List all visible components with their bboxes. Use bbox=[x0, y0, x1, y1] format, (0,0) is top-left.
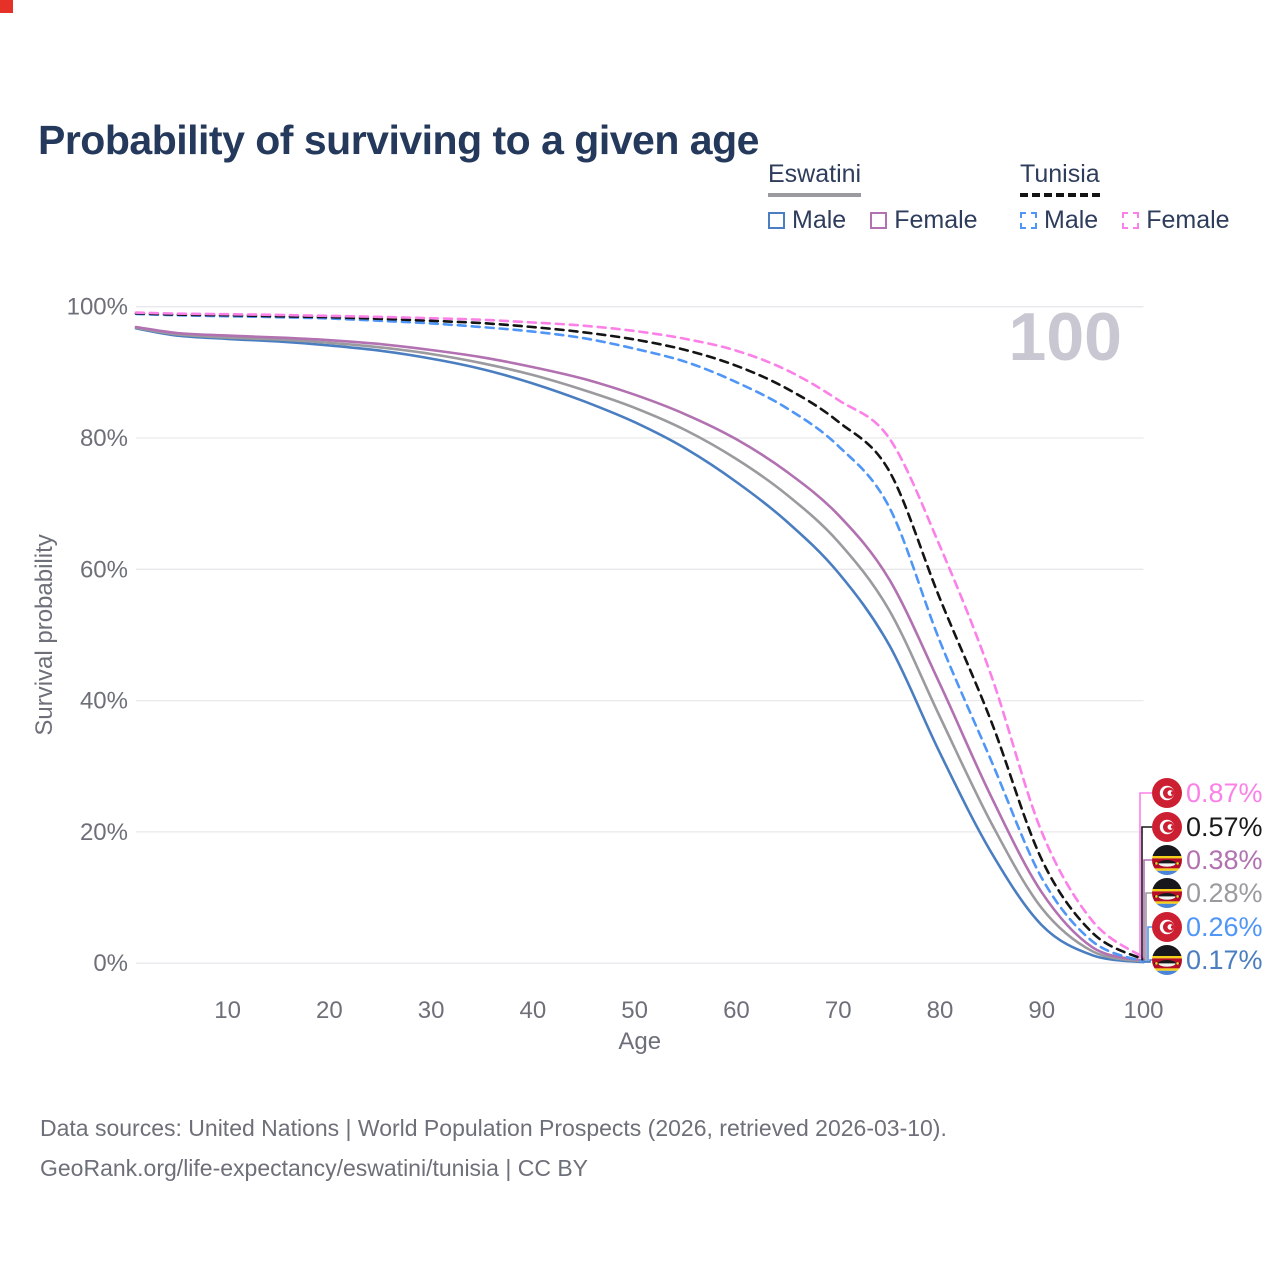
axis-layer: 0% 20% 40% 60% 80% 100% 10 20 30 40 50 60 70 80 90 100 A… bbox=[31, 294, 1164, 1055]
legend-item-tunisia-male[interactable]: Male bbox=[1020, 206, 1098, 235]
end-value-label: 0.57% bbox=[1186, 812, 1263, 842]
footer: Data sources: United Nations | World Pop… bbox=[40, 1108, 1240, 1188]
legend-country-eswatini[interactable]: Eswatini bbox=[768, 160, 862, 197]
x-tick-label: 50 bbox=[621, 997, 648, 1024]
eswatini-flag-icon bbox=[1152, 878, 1182, 908]
data-source-note: Data sources: United Nations | World Pop… bbox=[40, 1115, 947, 1141]
x-tick-label: 60 bbox=[723, 997, 750, 1024]
y-tick-label: 60% bbox=[80, 556, 128, 583]
tunisia-flag-icon bbox=[1152, 912, 1182, 942]
chart-title: Probability of surviving to a given age bbox=[38, 117, 759, 164]
grid-layer bbox=[136, 306, 1144, 964]
legend-label: Female bbox=[894, 206, 978, 234]
x-tick-label: 30 bbox=[418, 997, 445, 1024]
x-tick-label: 40 bbox=[520, 997, 547, 1024]
legend-item-eswatini-female[interactable]: Female bbox=[870, 206, 978, 235]
x-tick-label: 20 bbox=[316, 997, 343, 1024]
y-tick-label: 20% bbox=[80, 819, 128, 846]
end-value-label: 0.17% bbox=[1186, 945, 1263, 975]
legend-label: Female bbox=[1146, 206, 1230, 234]
x-tick-label: 80 bbox=[927, 997, 954, 1024]
legend-group-tunisia: Tunisia Male Female bbox=[1020, 160, 1230, 235]
tunisia-male-swatch-icon bbox=[1020, 212, 1037, 229]
tunisia-flag-icon bbox=[1152, 812, 1182, 842]
eswatini-flag-icon bbox=[1152, 945, 1182, 975]
age-watermark: 100 bbox=[1008, 299, 1122, 375]
legend-item-tunisia-female[interactable]: Female bbox=[1122, 206, 1230, 235]
eswatini-female-swatch-icon bbox=[870, 212, 888, 229]
series-layer bbox=[134, 311, 1145, 964]
y-tick-label: 0% bbox=[93, 950, 128, 977]
x-tick-label: 90 bbox=[1028, 997, 1055, 1024]
x-tick-label: 100 bbox=[1123, 997, 1163, 1024]
end-value-label: 0.28% bbox=[1186, 878, 1263, 908]
legend-item-eswatini-male[interactable]: Male bbox=[768, 206, 846, 235]
eswatini-male-swatch-icon bbox=[768, 212, 785, 229]
tunisia-flag-icon bbox=[1152, 778, 1182, 808]
end-label-layer: 0.87% 0.57%0.38%0.28% 0.26%0.17% bbox=[1139, 778, 1263, 975]
end-value-label: 0.38% bbox=[1186, 845, 1263, 875]
tunisia-female-swatch-icon bbox=[1122, 212, 1140, 229]
eswatini-flag-icon bbox=[1152, 845, 1182, 875]
y-tick-label: 40% bbox=[80, 688, 128, 715]
series-line-eswatini-female[interactable] bbox=[134, 325, 1145, 962]
end-label-connector bbox=[1141, 826, 1152, 961]
series-line-tunisia-female[interactable] bbox=[134, 311, 1145, 959]
y-tick-label: 100% bbox=[67, 294, 128, 321]
x-axis-title: Age bbox=[618, 1028, 661, 1055]
x-tick-label: 70 bbox=[825, 997, 852, 1024]
legend-country-tunisia[interactable]: Tunisia bbox=[1020, 160, 1100, 197]
end-value-label: 0.26% bbox=[1186, 912, 1263, 942]
attribution-note: GeoRank.org/life-expectancy/eswatini/tun… bbox=[40, 1155, 589, 1181]
series-line-eswatini-male[interactable] bbox=[134, 327, 1145, 964]
y-axis-title: Survival probability bbox=[31, 534, 58, 735]
legend-group-eswatini: Eswatini Male Female bbox=[768, 160, 978, 235]
y-tick-label: 80% bbox=[80, 425, 128, 452]
x-tick-label: 10 bbox=[214, 997, 241, 1024]
series-line-eswatini-both[interactable] bbox=[134, 326, 1145, 963]
corner-red-marker bbox=[0, 0, 13, 13]
legend-label: Male bbox=[792, 206, 847, 234]
end-value-label: 0.87% bbox=[1186, 778, 1263, 808]
legend-label: Male bbox=[1044, 206, 1099, 234]
end-label-connector bbox=[1143, 959, 1152, 963]
